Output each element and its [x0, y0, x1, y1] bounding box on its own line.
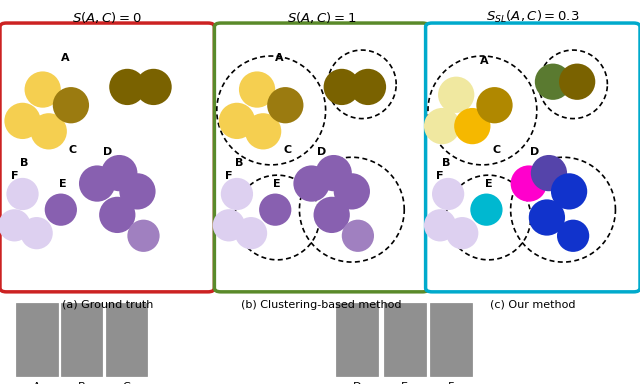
- Text: $S(A,C) = 1$: $S(A,C) = 1$: [287, 10, 356, 25]
- Ellipse shape: [529, 199, 565, 236]
- Text: C: C: [492, 145, 500, 155]
- Ellipse shape: [454, 108, 490, 144]
- Ellipse shape: [470, 194, 502, 226]
- Ellipse shape: [531, 155, 567, 191]
- FancyBboxPatch shape: [384, 303, 426, 376]
- Text: $S_{SL}(A,C) = 0.3$: $S_{SL}(A,C) = 0.3$: [486, 9, 580, 25]
- Text: D: D: [102, 147, 112, 157]
- Ellipse shape: [127, 220, 159, 252]
- Ellipse shape: [314, 197, 350, 233]
- Ellipse shape: [245, 113, 282, 149]
- FancyBboxPatch shape: [336, 303, 378, 376]
- Ellipse shape: [99, 197, 136, 233]
- Ellipse shape: [221, 178, 253, 210]
- Ellipse shape: [24, 71, 61, 108]
- Text: E: E: [59, 179, 67, 189]
- Text: C: C: [69, 145, 77, 155]
- Ellipse shape: [293, 166, 330, 202]
- Ellipse shape: [333, 173, 370, 210]
- Ellipse shape: [6, 178, 38, 210]
- Ellipse shape: [559, 64, 595, 100]
- Ellipse shape: [239, 71, 275, 108]
- Ellipse shape: [424, 108, 460, 144]
- Ellipse shape: [267, 87, 303, 123]
- Text: E: E: [401, 382, 408, 384]
- FancyBboxPatch shape: [0, 23, 214, 292]
- Text: B: B: [20, 158, 29, 168]
- Ellipse shape: [557, 220, 589, 252]
- Text: F: F: [11, 171, 18, 181]
- Ellipse shape: [4, 103, 41, 139]
- Ellipse shape: [136, 69, 172, 105]
- Ellipse shape: [20, 217, 52, 249]
- Ellipse shape: [350, 69, 386, 105]
- Ellipse shape: [101, 155, 138, 191]
- Text: (b) Clustering-based method: (b) Clustering-based method: [241, 300, 402, 310]
- Text: A: A: [480, 56, 489, 66]
- Text: A: A: [275, 53, 284, 63]
- Text: D: D: [353, 382, 361, 384]
- Ellipse shape: [212, 209, 245, 242]
- Ellipse shape: [109, 69, 145, 105]
- Ellipse shape: [535, 64, 571, 100]
- Text: $S(A,C) = 0$: $S(A,C) = 0$: [72, 10, 142, 25]
- FancyBboxPatch shape: [106, 303, 147, 376]
- Ellipse shape: [342, 220, 374, 252]
- Text: B: B: [78, 382, 85, 384]
- Ellipse shape: [438, 77, 474, 113]
- Ellipse shape: [52, 87, 89, 123]
- Ellipse shape: [0, 209, 31, 242]
- Ellipse shape: [235, 217, 267, 249]
- Ellipse shape: [31, 113, 67, 149]
- Text: C: C: [284, 145, 291, 155]
- FancyBboxPatch shape: [214, 23, 429, 292]
- Text: (c) Our method: (c) Our method: [490, 300, 575, 310]
- Ellipse shape: [424, 209, 456, 242]
- Ellipse shape: [476, 87, 513, 123]
- FancyBboxPatch shape: [16, 303, 58, 376]
- FancyBboxPatch shape: [426, 23, 640, 292]
- Text: F: F: [448, 382, 454, 384]
- Ellipse shape: [259, 194, 291, 226]
- Ellipse shape: [446, 217, 478, 249]
- Ellipse shape: [551, 173, 588, 210]
- Text: (a) Ground truth: (a) Ground truth: [61, 300, 153, 310]
- Text: F: F: [436, 171, 444, 181]
- Text: D: D: [530, 147, 540, 157]
- Ellipse shape: [511, 166, 547, 202]
- Ellipse shape: [119, 173, 156, 210]
- Text: C: C: [122, 382, 131, 384]
- Ellipse shape: [219, 103, 255, 139]
- Ellipse shape: [79, 166, 115, 202]
- Text: E: E: [273, 179, 281, 189]
- Text: A: A: [33, 382, 40, 384]
- FancyBboxPatch shape: [61, 303, 102, 376]
- Text: A: A: [61, 53, 69, 63]
- Ellipse shape: [316, 155, 352, 191]
- Ellipse shape: [432, 178, 464, 210]
- Ellipse shape: [324, 69, 360, 105]
- Text: F: F: [225, 171, 232, 181]
- Text: D: D: [317, 147, 326, 157]
- FancyBboxPatch shape: [430, 303, 472, 376]
- Text: B: B: [442, 158, 451, 168]
- Ellipse shape: [45, 194, 77, 226]
- Text: B: B: [235, 158, 243, 168]
- Text: E: E: [484, 179, 492, 189]
